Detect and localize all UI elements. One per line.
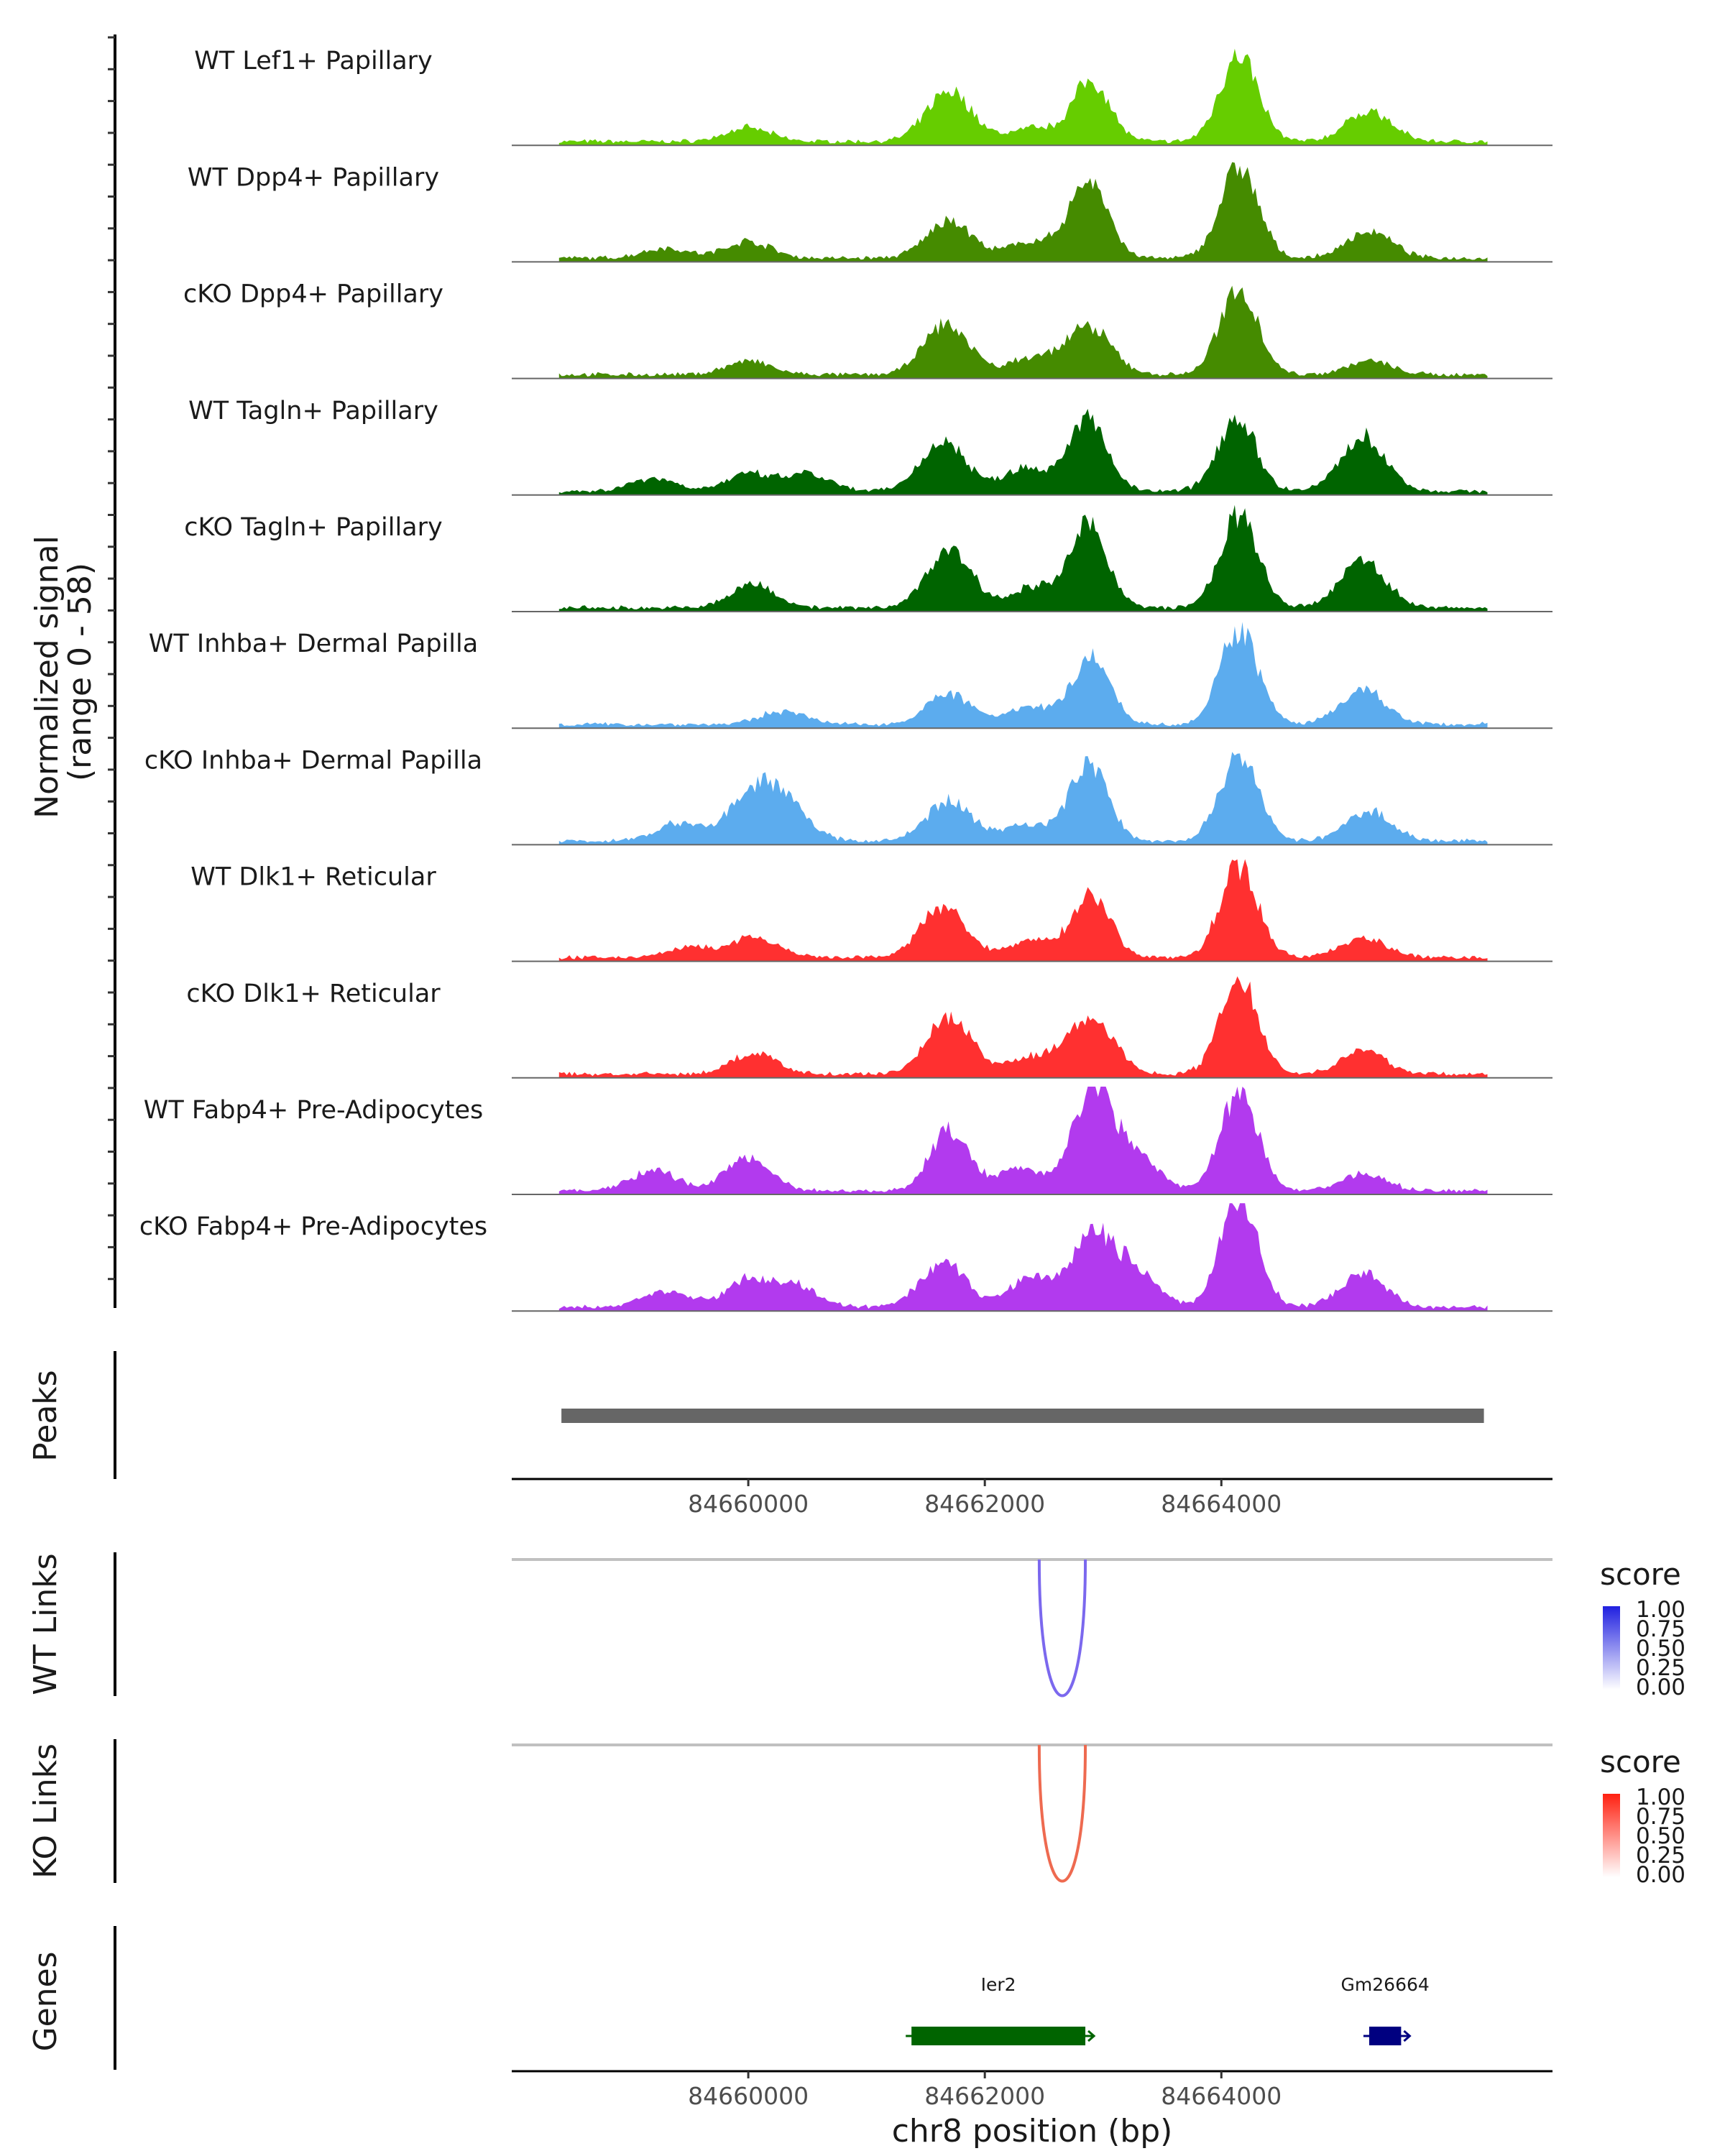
signal-axis-label: Normalized signal bbox=[29, 535, 65, 819]
signal-area bbox=[558, 408, 1488, 495]
legend-title: score bbox=[1600, 1744, 1681, 1779]
legend-tick-label: 0.00 bbox=[1636, 1674, 1685, 1700]
signal-area bbox=[558, 505, 1488, 612]
ko-score-legend: score 1.000.750.500.250.00 bbox=[1600, 1744, 1685, 1888]
track-label: WT Dpp4+ Papillary bbox=[188, 163, 439, 192]
signal-track: cKO Fabp4+ Pre-Adipocytes bbox=[139, 1203, 1552, 1312]
signal-track: WT Dpp4+ Papillary bbox=[188, 162, 1552, 263]
gene-label: Gm26664 bbox=[1341, 1974, 1430, 1995]
legend-colorbar bbox=[1603, 1606, 1620, 1690]
x-tick-label: 84662000 bbox=[924, 2082, 1045, 2110]
legend-tick-label: 0.75 bbox=[1636, 1616, 1685, 1642]
signal-track: WT Lef1+ Papillary bbox=[194, 47, 1552, 147]
signal-area bbox=[558, 859, 1488, 962]
gene-label: Ier2 bbox=[981, 1974, 1016, 1995]
legend-title: score bbox=[1600, 1557, 1681, 1592]
signal-area bbox=[558, 1087, 1488, 1194]
ko-links-panel: KO Links score 1.000.750.500.250.00 bbox=[27, 1739, 1685, 1888]
signal-axis-title: Normalized signal (range 0 - 58) bbox=[29, 525, 98, 819]
ko-link-arc bbox=[1037, 1744, 1087, 1883]
x-tick-label: 84660000 bbox=[688, 1490, 809, 1518]
x-tick-label: 84662000 bbox=[924, 1490, 1045, 1518]
genes-panel: Genes Ier2 Gm26664 84660000 84662000 846640… bbox=[27, 1926, 1552, 2150]
legend-tick-label: 0.25 bbox=[1636, 1655, 1685, 1681]
ko-links-label: KO Links bbox=[27, 1743, 64, 1879]
gene-model: Ier2 bbox=[906, 1974, 1096, 2045]
signal-track: WT Dlk1+ Reticular bbox=[190, 859, 1552, 962]
signal-area bbox=[558, 48, 1488, 146]
track-label: WT Inhba+ Dermal Papilla bbox=[149, 630, 478, 658]
track-label: WT Lef1+ Papillary bbox=[194, 47, 433, 75]
track-label: WT Fabp4+ Pre-Adipocytes bbox=[144, 1096, 483, 1125]
signal-track: WT Inhba+ Dermal Papilla bbox=[149, 622, 1552, 729]
x-tick-label: 84664000 bbox=[1161, 1490, 1282, 1518]
wt-link-arc bbox=[1037, 1559, 1087, 1697]
strand-arrow-icon bbox=[1363, 2030, 1412, 2042]
legend-tick-label: 1.00 bbox=[1636, 1597, 1685, 1623]
track-label: WT Tagln+ Papillary bbox=[188, 397, 438, 425]
x-axis-ticks-bottom: 84660000 84662000 84664000 bbox=[688, 2071, 1282, 2110]
gene-models: Ier2 Gm26664 bbox=[906, 1974, 1430, 2045]
track-label: cKO Fabp4+ Pre-Adipocytes bbox=[139, 1212, 487, 1241]
genes-label: Genes bbox=[27, 1951, 64, 2051]
wt-score-legend: score 1.000.750.500.250.00 bbox=[1600, 1557, 1685, 1700]
signal-area bbox=[558, 162, 1488, 262]
wt-links-panel: WT Links score 1.000.750.500.250.00 bbox=[27, 1552, 1685, 1700]
strand-arrow-icon bbox=[906, 2030, 1096, 2042]
gene-model: Gm26664 bbox=[1341, 1974, 1430, 2045]
signal-area bbox=[558, 285, 1488, 379]
track-label: WT Dlk1+ Reticular bbox=[190, 863, 436, 892]
signal-track: cKO Tagln+ Papillary bbox=[184, 505, 1552, 612]
signal-axis-range: (range 0 - 58) bbox=[62, 563, 98, 781]
x-axis-ticks-top: 84660000 84662000 84664000 bbox=[688, 1479, 1282, 1518]
x-axis-title: chr8 position (bp) bbox=[892, 2113, 1173, 2150]
signal-y-ticks bbox=[108, 36, 115, 1281]
peak-bar bbox=[561, 1409, 1484, 1423]
legend-tick-label: 0.00 bbox=[1636, 1862, 1685, 1888]
signal-track: WT Fabp4+ Pre-Adipocytes bbox=[144, 1087, 1552, 1195]
legend-tick-label: 0.50 bbox=[1636, 1636, 1685, 1662]
peaks-label: Peaks bbox=[27, 1370, 64, 1461]
legend-tick-label: 0.25 bbox=[1636, 1843, 1685, 1869]
legend-tick-label: 1.00 bbox=[1636, 1784, 1685, 1810]
signal-track: cKO Dpp4+ Papillary bbox=[183, 280, 1552, 379]
signal-area bbox=[558, 752, 1488, 845]
track-label: cKO Dpp4+ Papillary bbox=[183, 280, 443, 309]
peaks-panel: Peaks 84660000 84662000 84664000 bbox=[27, 1351, 1552, 1518]
track-label: cKO Dlk1+ Reticular bbox=[186, 980, 441, 1008]
signal-panel: Normalized signal (range 0 - 58) WT Lef1… bbox=[29, 34, 1552, 1312]
legend-tick-label: 0.50 bbox=[1636, 1823, 1685, 1849]
signal-track: cKO Dlk1+ Reticular bbox=[186, 976, 1552, 1079]
signal-area bbox=[558, 622, 1488, 729]
track-label: cKO Tagln+ Papillary bbox=[184, 513, 443, 542]
track-label: cKO Inhba+ Dermal Papilla bbox=[144, 746, 482, 775]
signal-area bbox=[558, 1203, 1488, 1312]
legend-colorbar bbox=[1603, 1794, 1620, 1877]
x-tick-label: 84664000 bbox=[1161, 2082, 1282, 2110]
legend-tick-label: 0.75 bbox=[1636, 1804, 1685, 1830]
signal-tracks: WT Lef1+ Papillary WT Dpp4+ Papillary cKO … bbox=[139, 47, 1552, 1312]
signal-track: WT Tagln+ Papillary bbox=[188, 397, 1552, 496]
x-tick-label: 84660000 bbox=[688, 2082, 809, 2110]
signal-area bbox=[558, 976, 1488, 1078]
wt-links-label: WT Links bbox=[27, 1553, 64, 1695]
signal-track: cKO Inhba+ Dermal Papilla bbox=[144, 746, 1552, 846]
